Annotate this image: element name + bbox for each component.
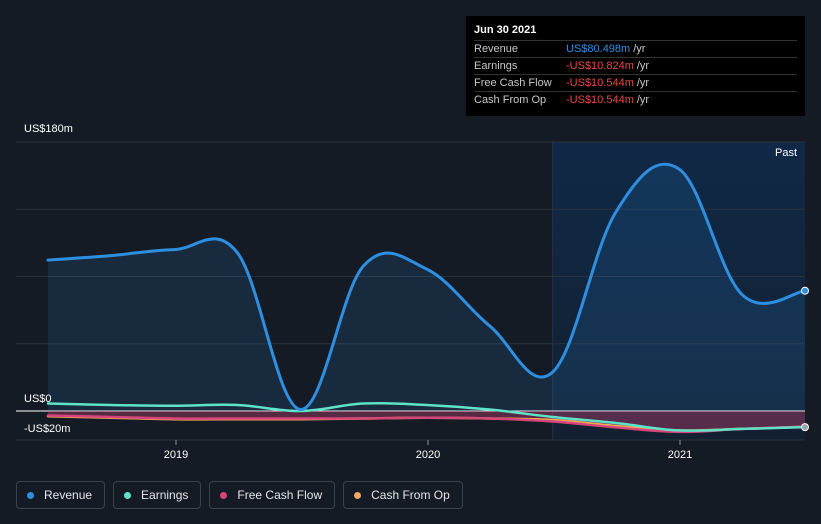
legend-item-revenue[interactable]: Revenue bbox=[16, 481, 106, 509]
tooltip-row-label: Earnings bbox=[474, 60, 518, 72]
x-tick-label-2019: 2019 bbox=[164, 449, 188, 461]
legend-label: Free Cash Flow bbox=[237, 488, 323, 502]
legend-item-free-cash-flow[interactable]: Free Cash Flow bbox=[209, 481, 336, 509]
tooltip-row-earnings: Earnings -US$10.824m/yr bbox=[474, 58, 797, 75]
tooltip-row-value: -US$10.544m bbox=[566, 77, 634, 89]
tooltip-row-unit: /yr bbox=[633, 43, 646, 55]
legend-dot-icon bbox=[27, 491, 34, 499]
y-tick-label-zero: US$0 bbox=[24, 393, 52, 405]
legend-item-cash-from-op[interactable]: Cash From Op bbox=[343, 481, 463, 509]
tooltip-row-unit: /yr bbox=[636, 94, 650, 106]
legend-dot-icon bbox=[354, 491, 362, 499]
past-region bbox=[552, 142, 805, 440]
legend-label: Revenue bbox=[44, 488, 93, 502]
legend-dot-icon bbox=[124, 491, 132, 499]
legend-dot-icon bbox=[220, 491, 228, 499]
series-area-revenue bbox=[48, 164, 805, 411]
y-tick-label-top: US$180m bbox=[24, 123, 73, 135]
y-tick-label-bottom: -US$20m bbox=[24, 423, 71, 435]
tooltip-row-unit: /yr bbox=[636, 60, 650, 72]
tooltip-row-label: Free Cash Flow bbox=[474, 77, 552, 89]
legend-label: Cash From Op bbox=[371, 488, 450, 502]
tooltip-row-unit: /yr bbox=[636, 77, 650, 89]
tooltip-row-label: Revenue bbox=[474, 43, 519, 55]
series-line-revenue bbox=[46, 162, 807, 412]
tooltip-row-free-cash-flow: Free Cash Flow -US$10.544m/yr bbox=[474, 75, 797, 92]
series-line-earnings bbox=[46, 401, 807, 432]
tooltip-row-value: -US$10.824m bbox=[566, 60, 634, 72]
revenue-end-marker bbox=[801, 286, 809, 295]
tooltip-row-cash-from-op: Cash From Op -US$10.544m/yr bbox=[474, 92, 797, 108]
series-area-free-cash-flow bbox=[48, 411, 805, 432]
tooltip-date: Jun 30 2021 bbox=[474, 24, 797, 41]
x-tick-label-2021: 2021 bbox=[668, 449, 692, 461]
series-line-free-cash-flow bbox=[46, 414, 807, 434]
tooltip-row-value: US$80.498m bbox=[566, 43, 631, 55]
legend-label: Earnings bbox=[141, 488, 189, 502]
earnings-end-marker bbox=[801, 423, 809, 432]
legend-item-earnings[interactable]: Earnings bbox=[113, 481, 202, 509]
tooltip-row-value: -US$10.544m bbox=[566, 94, 634, 106]
legend: Revenue Earnings Free Cash Flow Cash From O… bbox=[16, 481, 463, 509]
x-tick-label-2020: 2020 bbox=[416, 449, 440, 461]
tooltip: Jun 30 2021 Revenue US$80.498m/yr Earnings… bbox=[466, 16, 805, 116]
tooltip-row-label: Cash From Op bbox=[474, 94, 547, 106]
tooltip-row-revenue: Revenue US$80.498m/yr bbox=[474, 41, 797, 58]
past-label: Past bbox=[774, 147, 797, 159]
chart: 2019 2020 2021 bbox=[16, 141, 809, 461]
